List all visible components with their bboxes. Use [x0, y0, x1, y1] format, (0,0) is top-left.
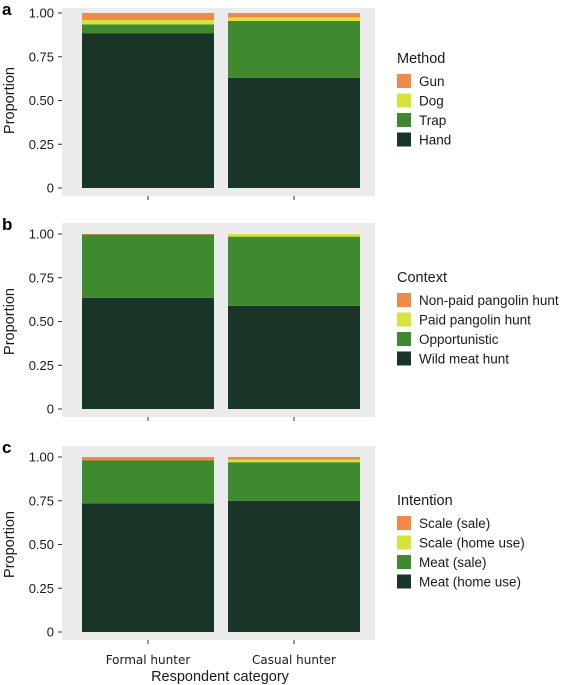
y-axis-title: Proportion: [2, 288, 18, 355]
y-tick-label: 1.00: [29, 227, 54, 242]
bar-segment: [228, 13, 360, 18]
bar-segment: [82, 13, 214, 20]
legend-title: Method: [397, 51, 445, 67]
legend-label: Meat (home use): [419, 575, 521, 590]
legend-label: Trap: [419, 113, 446, 128]
panel-letter: a: [2, 0, 12, 19]
y-tick-label: 1.00: [29, 6, 54, 21]
legend-title: Intention: [397, 493, 453, 509]
y-axis-title: Proportion: [2, 511, 18, 578]
y-tick-label: 0: [47, 402, 54, 417]
y-tick-label: 0.75: [29, 49, 54, 64]
legend-label: Meat (sale): [419, 555, 487, 570]
bar-segment: [82, 234, 214, 235]
bar-segment: [228, 234, 360, 237]
legend-swatch: [397, 93, 411, 108]
bar-segment: [82, 24, 214, 34]
bar-segment: [82, 503, 214, 632]
bar-segment: [228, 305, 360, 409]
bar-segment: [82, 33, 214, 188]
bar-segment: [228, 236, 360, 306]
panel-letter: c: [2, 438, 11, 457]
y-tick-label: 0.50: [29, 537, 54, 552]
legend-swatch: [397, 312, 411, 327]
legend-label: Hand: [419, 133, 451, 148]
bar-segment: [228, 77, 360, 188]
legend: Context Non-paid pangolin hunt Paid pangol…: [397, 270, 559, 367]
legend-swatch: [397, 574, 411, 589]
legend: Intention Scale (sale) Scale (home use) Mea…: [397, 493, 525, 590]
bar-segment: [82, 460, 214, 504]
y-axis-title: Proportion: [2, 67, 18, 134]
legend-swatch: [397, 132, 411, 147]
y-tick-label: 0.25: [29, 581, 54, 596]
y-tick-label: 0.25: [29, 358, 54, 373]
y-tick-label: 0.25: [29, 137, 54, 152]
x-tick-label: Formal hunter: [106, 653, 191, 667]
y-tick-label: 0.75: [29, 270, 54, 285]
panel-b: b 0 0.25 0.50 0.75 1.00 Proportion Context Non-p…: [2, 215, 559, 421]
bar-segment: [82, 234, 214, 298]
legend-label: Gun: [419, 74, 445, 89]
legend-swatch: [397, 293, 411, 307]
legend-swatch: [397, 535, 411, 550]
panel-a: a 0 0.25 0.50 0.75 1.00 Proportion Method Gun Dog…: [2, 0, 451, 200]
bar-segment: [228, 462, 360, 501]
legend-label: Wild meat hunt: [419, 352, 509, 367]
bar-segment: [228, 457, 360, 460]
panel-letter: b: [2, 215, 12, 234]
legend-swatch: [397, 113, 411, 127]
x-axis-title: Respondent category: [151, 669, 290, 685]
legend-swatch: [397, 516, 411, 530]
bar-segment: [228, 20, 360, 78]
bar-segment: [82, 20, 214, 25]
bar-segment: [228, 500, 360, 632]
legend-label: Opportunistic: [419, 332, 499, 347]
bar-segment: [82, 457, 214, 461]
legend: Method Gun Dog Trap Hand: [397, 51, 451, 148]
y-tick-label: 0.50: [29, 314, 54, 329]
legend-label: Dog: [419, 94, 444, 109]
bar-segment: [228, 459, 360, 463]
legend-label: Scale (sale): [419, 516, 490, 531]
legend-swatch: [397, 332, 411, 346]
bar-segment: [228, 17, 360, 21]
x-tick-label: Casual hunter: [252, 653, 336, 667]
legend-swatch: [397, 555, 411, 569]
legend-label: Scale (home use): [419, 536, 525, 551]
y-tick-label: 0.75: [29, 493, 54, 508]
panel-c: c 0 0.25 0.50 0.75 1.00 Proportion Formal hunte…: [2, 438, 525, 667]
y-tick-label: 0: [47, 625, 54, 640]
legend-label: Paid pangolin hunt: [419, 313, 531, 328]
legend-swatch: [397, 74, 411, 88]
legend-label: Non-paid pangolin hunt: [419, 293, 559, 308]
y-tick-label: 0: [47, 181, 54, 196]
bar-segment: [82, 297, 214, 409]
legend-title: Context: [397, 270, 447, 286]
y-tick-label: 0.50: [29, 93, 54, 108]
legend-swatch: [397, 351, 411, 366]
y-tick-label: 1.00: [29, 450, 54, 465]
